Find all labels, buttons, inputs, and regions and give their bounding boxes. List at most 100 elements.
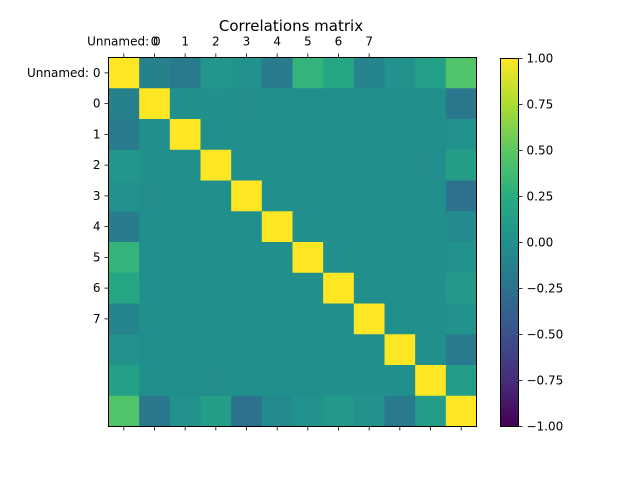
y-tick-label: 5	[93, 250, 101, 264]
heatmap-cell	[108, 242, 140, 274]
heatmap-cell	[323, 365, 355, 397]
heatmap-cell	[353, 211, 385, 243]
heatmap-cell	[292, 365, 324, 397]
heatmap-cell	[384, 242, 416, 274]
heatmap-cell	[415, 365, 447, 397]
colorbar-tick-label: 0.75	[527, 98, 554, 112]
heatmap-cell	[200, 272, 232, 304]
heatmap-cell	[323, 211, 355, 243]
heatmap-cell	[200, 180, 232, 212]
heatmap-cell	[415, 272, 447, 304]
heatmap-cell	[323, 242, 355, 274]
heatmap-cell	[139, 211, 171, 243]
heatmap-cell	[415, 303, 447, 335]
heatmap-cell	[169, 119, 201, 151]
x-tick-label: 3	[243, 35, 251, 49]
heatmap-cell	[200, 88, 232, 120]
heatmap-cell	[445, 149, 477, 181]
y-tick-label: 1	[93, 127, 101, 141]
heatmap-cell	[384, 365, 416, 397]
heatmap-cell	[108, 88, 140, 120]
heatmap-cell	[261, 395, 293, 427]
heatmap-cell	[169, 395, 201, 427]
heatmap-cell	[139, 57, 171, 89]
y-tick-label: 3	[93, 189, 101, 203]
heatmap-cell	[323, 88, 355, 120]
heatmap-cell	[231, 119, 263, 151]
heatmap-cell	[323, 303, 355, 335]
colorbar-tick-label: 0.00	[527, 236, 554, 250]
heatmap-cell	[261, 149, 293, 181]
heatmap-cell	[200, 211, 232, 243]
heatmap-cell	[169, 149, 201, 181]
heatmap-cell	[353, 272, 385, 304]
heatmap-cell	[384, 334, 416, 366]
colorbar-tick-label: 0.25	[527, 190, 554, 204]
heatmap-cell	[445, 57, 477, 89]
heatmap-cell	[384, 57, 416, 89]
heatmap-cell	[292, 88, 324, 120]
heatmap-cell	[231, 395, 263, 427]
heatmap-cell	[292, 272, 324, 304]
heatmap-cell	[200, 119, 232, 151]
colorbar-gradient	[500, 58, 519, 427]
x-tick-label: 5	[304, 35, 312, 49]
heatmap-cell	[261, 334, 293, 366]
colorbar-tick-label: −0.50	[527, 328, 564, 342]
heatmap-cell	[415, 395, 447, 427]
heatmap-cell	[139, 365, 171, 397]
heatmap-cell	[108, 149, 140, 181]
heatmap-cell	[353, 119, 385, 151]
heatmap-cell	[108, 211, 140, 243]
heatmap-cell	[323, 149, 355, 181]
heatmap-cell	[415, 88, 447, 120]
heatmap-cell	[323, 180, 355, 212]
x-tick-label: Unnamed: 0	[87, 35, 161, 49]
heatmap-cell	[384, 272, 416, 304]
heatmap-cell	[292, 242, 324, 274]
heatmap-cell	[108, 303, 140, 335]
heatmap-cell	[323, 395, 355, 427]
heatmap-cell	[445, 334, 477, 366]
heatmap-cell	[292, 57, 324, 89]
heatmap-cell	[139, 334, 171, 366]
heatmap-cell	[353, 395, 385, 427]
heatmap-cell	[169, 57, 201, 89]
heatmap-cell	[415, 57, 447, 89]
heatmap-cell	[445, 180, 477, 212]
heatmap-cell	[292, 119, 324, 151]
heatmap-cell	[445, 365, 477, 397]
heatmap-cell	[169, 334, 201, 366]
heatmap-cell	[169, 365, 201, 397]
y-tick-label: 6	[93, 281, 101, 295]
heatmap-cell	[231, 334, 263, 366]
heatmap-cell	[384, 119, 416, 151]
y-tick-label: 4	[93, 220, 101, 234]
colorbar-tick-label: 0.50	[527, 144, 554, 158]
heatmap-cell	[139, 395, 171, 427]
heatmap-cell	[108, 365, 140, 397]
heatmap-cell	[445, 303, 477, 335]
heatmap-cell	[108, 180, 140, 212]
heatmap-cell	[323, 119, 355, 151]
heatmap-cell	[415, 119, 447, 151]
heatmap-cell	[139, 149, 171, 181]
heatmap-cell	[261, 180, 293, 212]
colorbar-tick-label: −0.75	[527, 374, 564, 388]
heatmap-cell	[384, 149, 416, 181]
heatmap-cell	[231, 272, 263, 304]
heatmap-cell	[200, 303, 232, 335]
heatmap-cell	[139, 303, 171, 335]
heatmap-cell	[292, 149, 324, 181]
heatmap-cell	[200, 57, 232, 89]
heatmap-cell	[292, 395, 324, 427]
heatmap-cell	[292, 211, 324, 243]
heatmap-cell	[139, 272, 171, 304]
colorbar-tick-label: −0.25	[527, 282, 564, 296]
heatmap-cell	[384, 180, 416, 212]
heatmap-cell	[108, 395, 140, 427]
heatmap-cell	[108, 334, 140, 366]
heatmap-cell	[261, 272, 293, 304]
heatmap-cell	[231, 365, 263, 397]
